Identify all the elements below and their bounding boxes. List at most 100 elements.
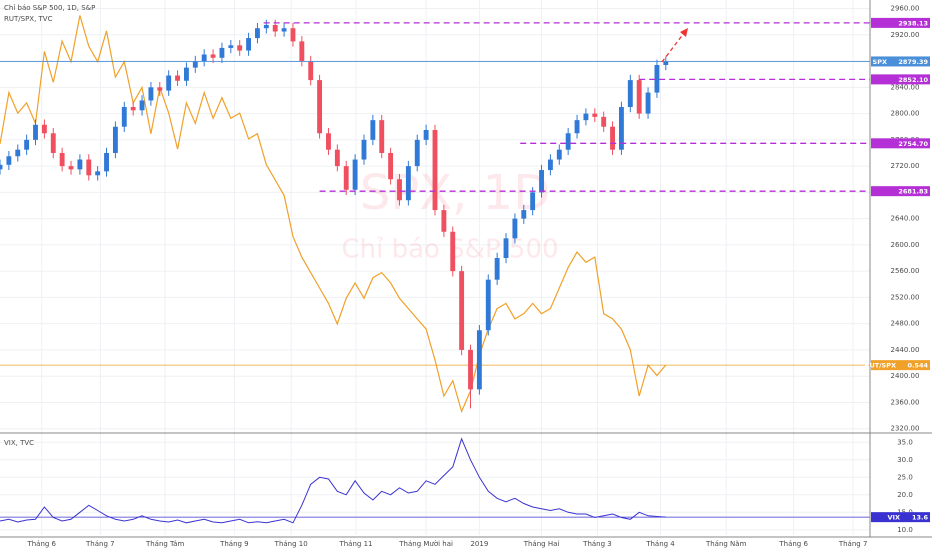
candle-body: [263, 24, 269, 29]
candle-body: [539, 170, 544, 193]
candle-body: [636, 80, 642, 114]
y-tick-label: 2600.00: [891, 241, 920, 249]
plot: [0, 15, 870, 524]
y-tick-label: 35.0: [897, 438, 913, 446]
candle-body: [476, 330, 482, 390]
candle-body: [547, 159, 553, 171]
candle-body: [432, 129, 438, 211]
candle-body: [255, 28, 260, 39]
x-tick-label: Tháng 4: [645, 540, 675, 548]
candle-body: [201, 54, 207, 62]
candle-body: [0, 164, 3, 170]
axes: 2320.00 2360.00 2400.00 2440.00 2480.00 2520.…: [26, 5, 930, 548]
candle-body: [59, 152, 65, 167]
candle-body: [86, 159, 92, 176]
candle-body: [317, 80, 323, 134]
candle-body: [370, 120, 376, 140]
candle-body: [450, 231, 456, 272]
y-tick-label: 2360.00: [891, 398, 920, 406]
candle-body: [485, 279, 491, 331]
price-tag-name: VIX: [888, 514, 900, 522]
price-tag-value: 2938.13: [898, 19, 928, 27]
candle-body: [326, 133, 331, 150]
candle-body: [503, 238, 509, 259]
x-tick-label: Tháng 6: [778, 540, 808, 548]
candle-body: [610, 126, 615, 150]
candle-body: [379, 120, 385, 153]
y-tick-label: 2800.00: [891, 110, 920, 118]
legend-entry: RUT/SPX, TVC: [4, 15, 53, 23]
price-tag: [871, 138, 930, 149]
x-tick-label: Tháng 7: [838, 540, 868, 548]
candle-body: [556, 149, 562, 160]
vix-title: VIX, TVC: [4, 439, 34, 447]
candle-body: [405, 166, 411, 201]
candle-body: [601, 116, 607, 127]
x-tick-label: 2019: [470, 540, 488, 548]
candle-body: [130, 107, 136, 111]
y-tick-label: 25.0: [897, 473, 913, 481]
x-tick-label: Tháng 9: [219, 540, 249, 548]
candle-body: [183, 67, 189, 81]
y-tick-label: 2560.00: [891, 267, 920, 275]
candle-body: [33, 124, 38, 140]
price-tag-value: 2754.70: [898, 140, 928, 148]
x-tick-label: Tháng Năm: [705, 540, 747, 548]
candle-body: [210, 54, 216, 58]
candle-body: [654, 64, 660, 93]
candle-body: [290, 28, 296, 42]
price-tag-value: 2879.39: [898, 58, 928, 66]
y-tick-label: 2840.00: [891, 83, 920, 91]
candle-body: [68, 166, 74, 170]
x-tick-label: Tháng 7: [85, 540, 115, 548]
candle-body: [459, 271, 465, 350]
candle-body: [423, 129, 429, 140]
candle-body: [663, 61, 669, 65]
candle-body: [388, 152, 394, 180]
candle-body: [468, 349, 473, 390]
price-tag: [871, 360, 930, 371]
candle-body: [494, 258, 500, 280]
price-tag-name: SPX: [873, 58, 887, 66]
price-tag: [871, 17, 930, 28]
candle-body: [15, 149, 21, 157]
candle-body: [334, 149, 340, 167]
candle-body: [246, 38, 252, 51]
candle-body: [139, 100, 145, 111]
candle-body: [112, 126, 118, 153]
candle-body: [574, 120, 580, 134]
candle-body: [308, 61, 314, 81]
candle-body: [219, 47, 225, 58]
candle-body: [441, 210, 447, 232]
candle-body: [414, 139, 420, 167]
candle-body: [397, 179, 402, 201]
candle-body: [237, 45, 243, 51]
candle-body: [281, 28, 287, 32]
candle-body: [530, 192, 536, 211]
candle-body: [521, 210, 527, 219]
candle-body: [512, 218, 518, 239]
candle-body: [121, 107, 127, 127]
x-tick-label: Tháng Mười hai: [398, 540, 453, 548]
candle-body: [272, 24, 278, 32]
x-tick-label: Tháng Hai: [523, 540, 560, 548]
candle-body: [41, 124, 47, 134]
price-tag-value: 0.544: [907, 362, 928, 370]
y-tick-label: 2320.00: [891, 425, 920, 433]
x-tick-label: Tháng Tám: [145, 540, 185, 548]
candle-body: [6, 156, 12, 165]
arrow-head: [680, 28, 688, 37]
main-title: Chỉ báo S&P 500, 1D, S&P: [4, 4, 95, 12]
grid: [0, 0, 870, 535]
candle-body: [299, 41, 305, 62]
y-tick-label: 30.0: [897, 456, 913, 464]
x-tick-label: Tháng 11: [338, 540, 372, 548]
candle-body: [148, 87, 154, 101]
y-tick-label: 2920.00: [891, 31, 920, 39]
arrow: [661, 32, 685, 63]
candle-body: [192, 61, 198, 68]
candle-body: [77, 159, 83, 170]
y-tick-label: 2720.00: [891, 162, 920, 170]
candle-body: [166, 75, 172, 91]
